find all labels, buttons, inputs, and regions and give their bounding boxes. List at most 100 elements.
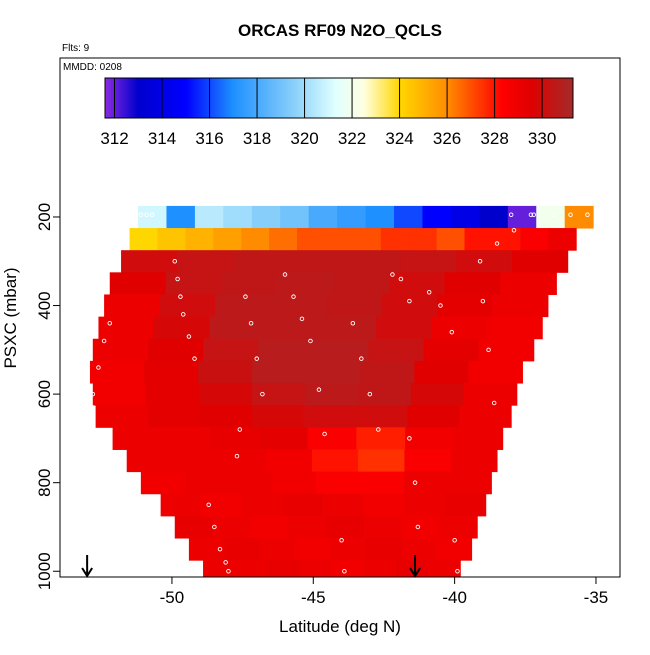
heat-cell <box>459 405 512 428</box>
heat-cell <box>153 316 210 340</box>
track-point <box>192 356 197 361</box>
heat-cell <box>414 360 469 384</box>
y-tick-label: 400 <box>35 291 54 319</box>
heat-cell <box>365 538 402 561</box>
heat-cell <box>308 205 338 229</box>
heat-cell <box>223 205 253 229</box>
heat-cell <box>422 205 452 229</box>
heat-cell <box>511 250 569 273</box>
heat-cell <box>129 228 158 251</box>
heat-cell <box>380 228 410 251</box>
track-point <box>568 212 573 218</box>
heat-cell <box>258 427 309 450</box>
track-point <box>342 568 347 574</box>
heat-cell <box>486 316 543 340</box>
heat-cell <box>267 560 301 578</box>
heat-cell <box>109 272 167 295</box>
heat-cell <box>400 538 437 561</box>
heat-cell <box>331 560 365 578</box>
heat-cell <box>280 205 310 229</box>
heat-cell <box>165 272 222 295</box>
track-point <box>407 436 412 441</box>
heat-cell <box>265 449 313 473</box>
track-point <box>178 294 183 299</box>
heat-cell <box>251 383 306 406</box>
heat-cell <box>326 294 382 318</box>
y-tick-label: 1000 <box>35 552 54 590</box>
heat-cell <box>219 449 267 473</box>
heat-cell <box>423 338 480 362</box>
heat-cell <box>436 538 473 561</box>
heat-cell <box>294 538 331 561</box>
heat-cell <box>439 515 478 539</box>
track-point <box>237 427 243 432</box>
heat-cell <box>394 205 423 229</box>
heat-cell <box>500 272 557 295</box>
heat-cell <box>407 405 460 428</box>
heat-cell <box>357 383 412 406</box>
track-point <box>376 427 381 432</box>
colorbar-tick-label: 318 <box>243 129 271 148</box>
heat-cell <box>210 427 260 450</box>
heat-cell <box>277 272 334 295</box>
colorbar-tick-label: 322 <box>338 129 366 148</box>
heat-cell <box>363 560 397 578</box>
heat-cell <box>450 205 480 229</box>
heat-cell <box>126 449 174 473</box>
track-point <box>223 560 228 565</box>
heat-cell <box>520 228 549 251</box>
x-tick-label: -35 <box>584 588 609 607</box>
heat-cell <box>388 272 446 295</box>
track-point <box>217 546 223 552</box>
track-point <box>486 347 491 353</box>
heat-cell <box>363 515 403 539</box>
track-point <box>449 329 455 335</box>
heat-cell <box>363 493 405 517</box>
heat-cell <box>492 294 549 318</box>
y-axis-label: PSXC (mbar) <box>1 267 20 368</box>
heat-cell <box>404 449 452 473</box>
heat-cell <box>323 493 365 517</box>
heat-cell <box>288 250 345 273</box>
heat-cell <box>282 493 324 517</box>
heat-cell <box>173 449 220 473</box>
track-point <box>497 458 503 463</box>
track-point <box>480 298 486 304</box>
heat-cell <box>453 427 504 450</box>
heat-cell <box>251 205 281 229</box>
heat-cell <box>232 250 290 273</box>
heat-cell <box>198 360 253 384</box>
track-point <box>149 212 155 218</box>
track-point <box>226 568 231 574</box>
heat-cell <box>431 316 488 340</box>
heat-cell <box>303 405 356 428</box>
heat-cell <box>408 228 438 251</box>
heat-cell <box>250 515 289 539</box>
heat-cell <box>161 427 211 450</box>
heat-cell <box>375 316 432 340</box>
heat-cell <box>166 205 196 229</box>
heat-cell <box>297 228 326 251</box>
heat-cell <box>203 560 236 578</box>
colorbar-tick-label: 312 <box>100 129 128 148</box>
plot-frame <box>59 57 621 578</box>
track-point <box>181 312 186 317</box>
track-point <box>426 290 432 295</box>
heat-cell <box>313 338 369 362</box>
heat-cell <box>299 560 333 578</box>
heat-cell <box>104 294 161 318</box>
arrow <box>81 555 93 578</box>
heat-cell <box>201 493 243 517</box>
track-point <box>407 298 412 304</box>
heat-cell <box>360 360 415 384</box>
heat-cell <box>215 294 272 318</box>
track-point <box>308 338 313 344</box>
heat-cell <box>395 560 429 578</box>
heat-cell <box>337 205 367 229</box>
track-point <box>138 212 144 218</box>
heat-cell <box>330 538 367 561</box>
colorbar-tick-label: 330 <box>528 129 556 148</box>
heat-cell <box>428 560 461 578</box>
track-point <box>172 259 178 264</box>
heat-cell <box>405 427 455 450</box>
